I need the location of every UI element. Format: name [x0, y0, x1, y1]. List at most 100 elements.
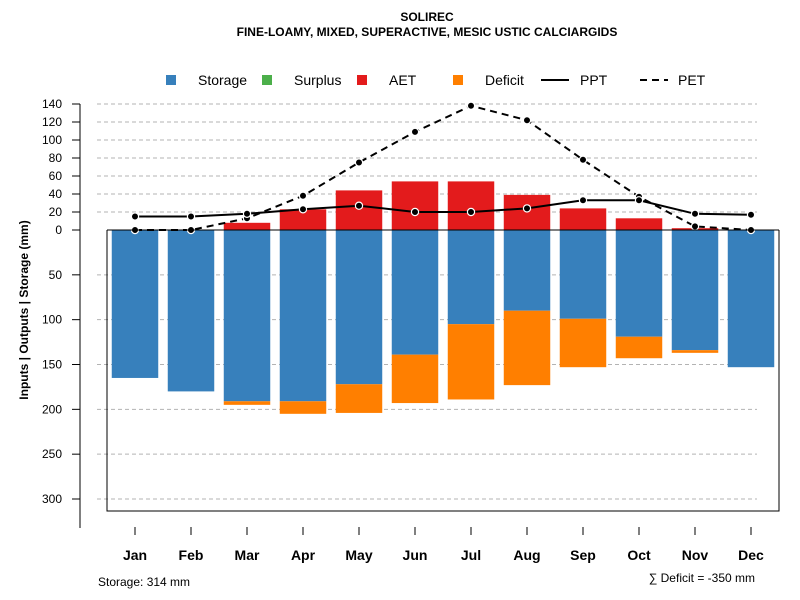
y-tick-label: 200: [42, 402, 62, 416]
storage-bar: [391, 230, 439, 355]
pet-point: [466, 101, 476, 111]
deficit-bar: [391, 354, 439, 404]
storage-bar: [447, 230, 495, 325]
deficit-bar: [671, 350, 719, 353]
ppt-point: [354, 201, 364, 210]
y-tick-label: 60: [49, 169, 63, 183]
aet-bar: [391, 181, 439, 230]
y-tick-label: 140: [42, 97, 62, 111]
legend-swatch: [357, 75, 367, 85]
storage-bar: [615, 230, 663, 337]
aet-bar: [615, 218, 663, 230]
ppt-point: [522, 204, 532, 213]
x-tick-label: Mar: [235, 547, 260, 563]
y-tick-label: 100: [42, 133, 62, 147]
legend-label: Surplus: [294, 72, 341, 88]
y-tick-label: 150: [42, 358, 62, 372]
x-tick-label: Nov: [682, 547, 709, 563]
legend-item-surplus: Surplus: [262, 72, 341, 88]
legend-label: AET: [389, 72, 417, 88]
ppt-point: [578, 196, 588, 205]
aet-bar: [223, 222, 271, 230]
bars: [111, 181, 775, 414]
ppt-point: [186, 212, 196, 221]
y-tick-label: 20: [49, 205, 63, 219]
x-tick-label: Jun: [403, 547, 428, 563]
lines: [130, 101, 756, 235]
aet-bar: [335, 190, 383, 230]
plot-frame: [106, 230, 780, 512]
deficit-bar: [503, 310, 551, 386]
x-tick-label: Feb: [179, 547, 204, 563]
ppt-point: [298, 205, 308, 214]
ppt-point: [634, 196, 644, 205]
storage-bar: [727, 230, 775, 368]
legend-item-aet: AET: [357, 72, 417, 88]
aet-bar: [279, 209, 327, 230]
pet-point: [578, 155, 588, 164]
pet-point: [690, 222, 700, 231]
deficit-note: ∑ Deficit = -350 mm: [649, 571, 755, 585]
pet-point: [354, 158, 364, 167]
legend-label: Deficit: [485, 72, 524, 88]
pet-point: [522, 115, 532, 125]
y-tick-label: 250: [42, 447, 62, 461]
x-tick-label: Jan: [123, 547, 147, 563]
ppt-line: [135, 199, 752, 218]
ppt-point: [746, 210, 756, 219]
storage-bar: [671, 230, 719, 351]
chart-title: SOLIREC: [400, 10, 454, 24]
storage-bar: [111, 230, 159, 378]
pet-point: [410, 127, 420, 137]
chart-subtitle: FINE-LOAMY, MIXED, SUPERACTIVE, MESIC US…: [237, 25, 618, 39]
legend-label: Storage: [198, 72, 247, 88]
storage-note: Storage: 314 mm: [98, 575, 190, 589]
legend-swatch: [166, 75, 176, 85]
deficit-bar: [447, 324, 495, 400]
ppt-point: [242, 209, 252, 218]
deficit-bar: [335, 384, 383, 413]
x-tick-label: Dec: [738, 547, 764, 563]
y-tick-label: 300: [42, 492, 62, 506]
ppt-point: [466, 207, 476, 217]
storage-bar: [335, 230, 383, 385]
y-tick-label: 40: [49, 187, 63, 201]
ppt-point: [410, 207, 420, 217]
storage-bar: [167, 230, 215, 392]
y-tick-label: 80: [49, 151, 63, 165]
x-tick-label: Apr: [291, 547, 316, 563]
x-tick-label: Sep: [570, 547, 596, 563]
y-tick-label: 120: [42, 115, 62, 129]
x-tick-label: Jul: [461, 547, 481, 563]
deficit-bar: [559, 318, 607, 368]
aet-bar: [559, 208, 607, 230]
legend: Storage Surplus AET Deficit PPT PET: [166, 72, 706, 88]
ppt-point: [690, 209, 700, 218]
deficit-bar: [615, 336, 663, 359]
legend-item-deficit: Deficit: [453, 72, 524, 88]
legend-item-ppt: PPT: [541, 72, 608, 88]
aet-bar: [447, 181, 495, 230]
storage-bar: [223, 230, 271, 402]
legend-label: PET: [678, 72, 706, 88]
legend-swatch: [262, 75, 272, 85]
y-tick-label: 50: [49, 268, 63, 282]
deficit-bar: [279, 401, 327, 414]
legend-item-pet: PET: [640, 72, 706, 88]
x-tick-label: Aug: [513, 547, 540, 563]
storage-bar: [503, 230, 551, 311]
legend-item-storage: Storage: [166, 72, 247, 88]
storage-bar: [559, 230, 607, 319]
y-tick-label: 100: [42, 313, 62, 327]
pet-point: [298, 191, 308, 200]
legend-swatch: [453, 75, 463, 85]
y-axis-label: Inputs | Outputs | Storage (mm): [17, 220, 31, 399]
x-tick-label: May: [345, 547, 372, 563]
x-tick-label: Oct: [627, 547, 651, 563]
storage-bar: [279, 230, 327, 402]
ppt-point: [130, 212, 140, 221]
y-tick-label: 0: [55, 223, 62, 237]
legend-label: PPT: [580, 72, 608, 88]
